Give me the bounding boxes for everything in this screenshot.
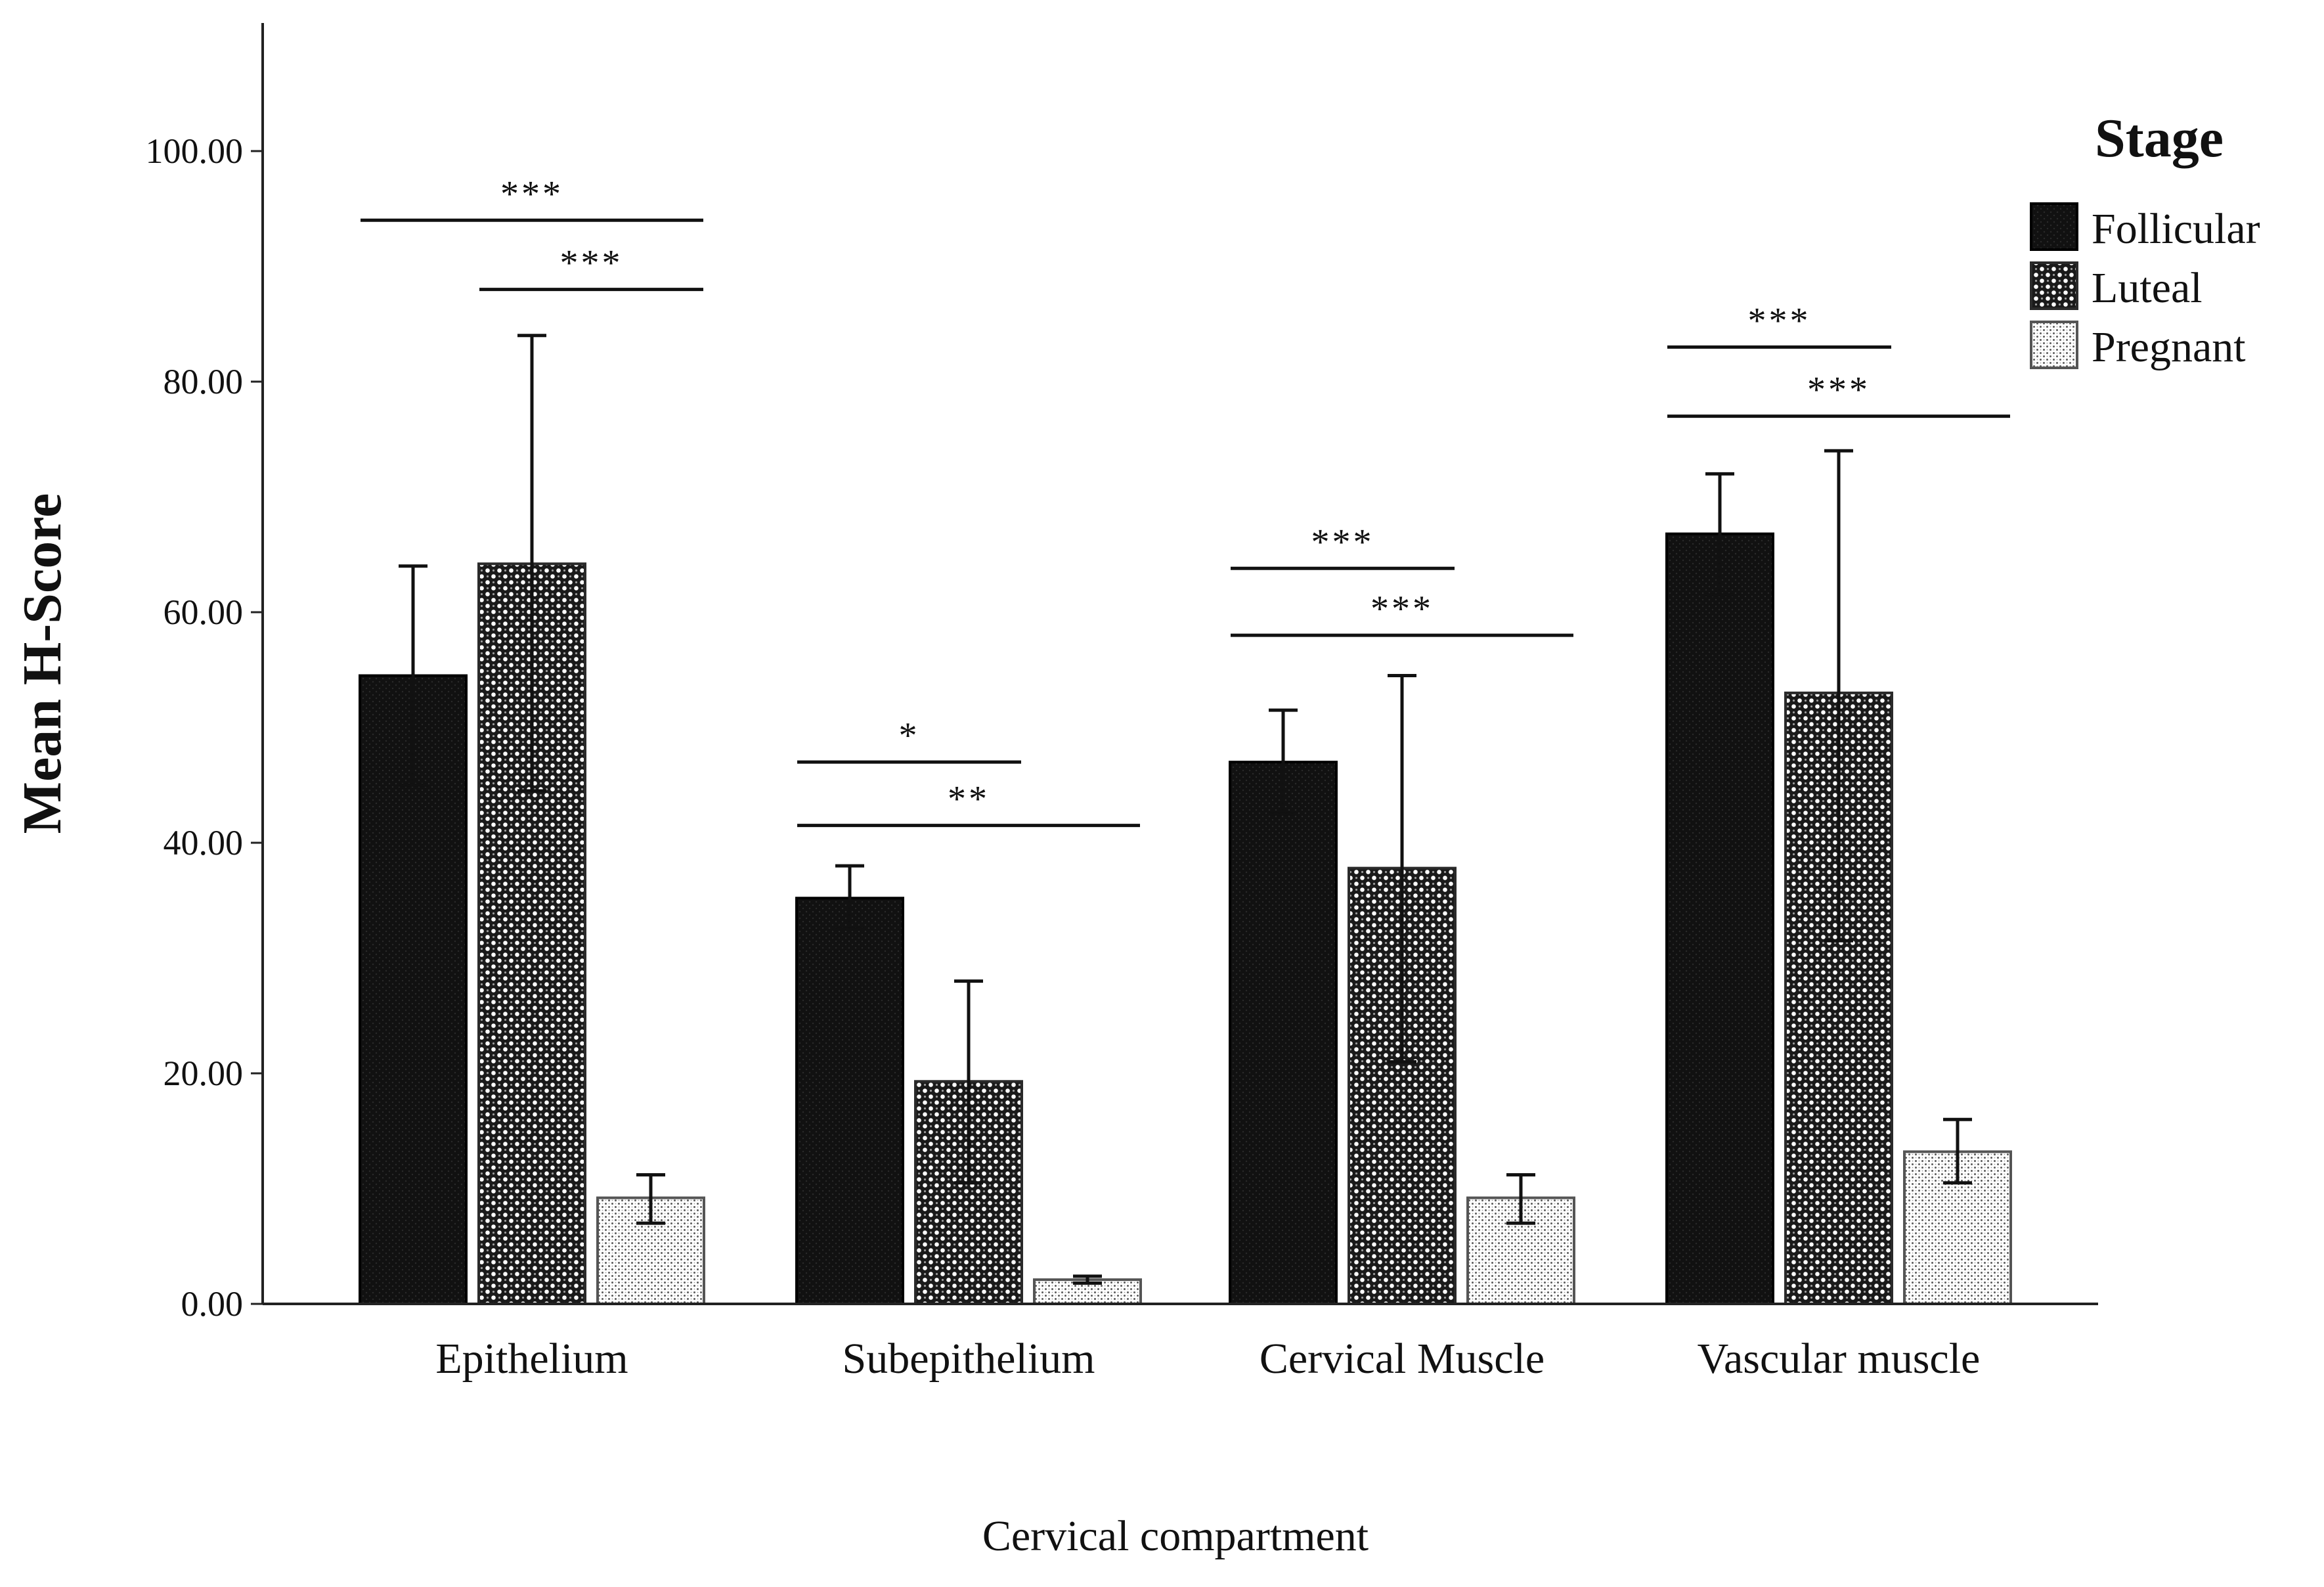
legend-swatch-pregnant	[2030, 321, 2078, 369]
y-tick-label: 20.00	[164, 1054, 244, 1093]
legend-swatch-follicular	[2030, 202, 2078, 251]
y-tick-label: 80.00	[164, 362, 244, 401]
x-axis-title: Cervical compartment	[982, 1512, 1369, 1560]
error-bar	[1269, 708, 1298, 816]
error-bar	[517, 334, 546, 793]
y-tick-label: 40.00	[164, 823, 244, 862]
legend: Stage Follicular Luteal Pregnant	[2030, 108, 2260, 371]
y-tick-label: 100.00	[146, 131, 244, 171]
error-bar	[1824, 449, 1853, 943]
error-bar	[399, 564, 428, 787]
y-tick-label: 0.00	[181, 1284, 244, 1324]
error-bar	[1705, 472, 1734, 597]
y-axis-title: Mean H-Score	[12, 493, 73, 834]
significance-label: ***	[500, 173, 563, 214]
significance-label: ***	[1748, 300, 1811, 341]
significance-label: ***	[1311, 522, 1374, 562]
significance-label: ***	[560, 243, 623, 284]
x-category-label: Subepithelium	[843, 1335, 1095, 1383]
legend-title: Stage	[2095, 108, 2224, 169]
bar-follicular	[795, 897, 904, 1305]
significance-label: **	[948, 779, 990, 820]
significance-label: *	[899, 715, 920, 756]
error-bar	[1073, 1274, 1102, 1285]
error-bar	[1506, 1173, 1535, 1225]
x-category-label: Cervical Muscle	[1260, 1335, 1545, 1383]
bar-follicular	[1665, 532, 1774, 1305]
error-bar	[636, 1173, 665, 1225]
bar-follicular	[1229, 761, 1338, 1305]
significance-label: ***	[1807, 370, 1870, 411]
error-bar	[1388, 674, 1416, 1063]
significance-label: ***	[1370, 589, 1434, 629]
x-category-label: Vascular muscle	[1698, 1335, 1981, 1383]
legend-swatch-luteal	[2030, 261, 2078, 310]
error-bar	[1943, 1117, 1972, 1185]
y-tick-label: 60.00	[164, 592, 244, 632]
x-category-label: Epithelium	[435, 1335, 628, 1383]
legend-label-pregnant: Pregnant	[2092, 323, 2246, 371]
legend-label-luteal: Luteal	[2092, 264, 2203, 312]
error-bar	[954, 979, 983, 1185]
error-bar	[835, 864, 864, 931]
legend-label-follicular: Follicular	[2092, 205, 2260, 253]
